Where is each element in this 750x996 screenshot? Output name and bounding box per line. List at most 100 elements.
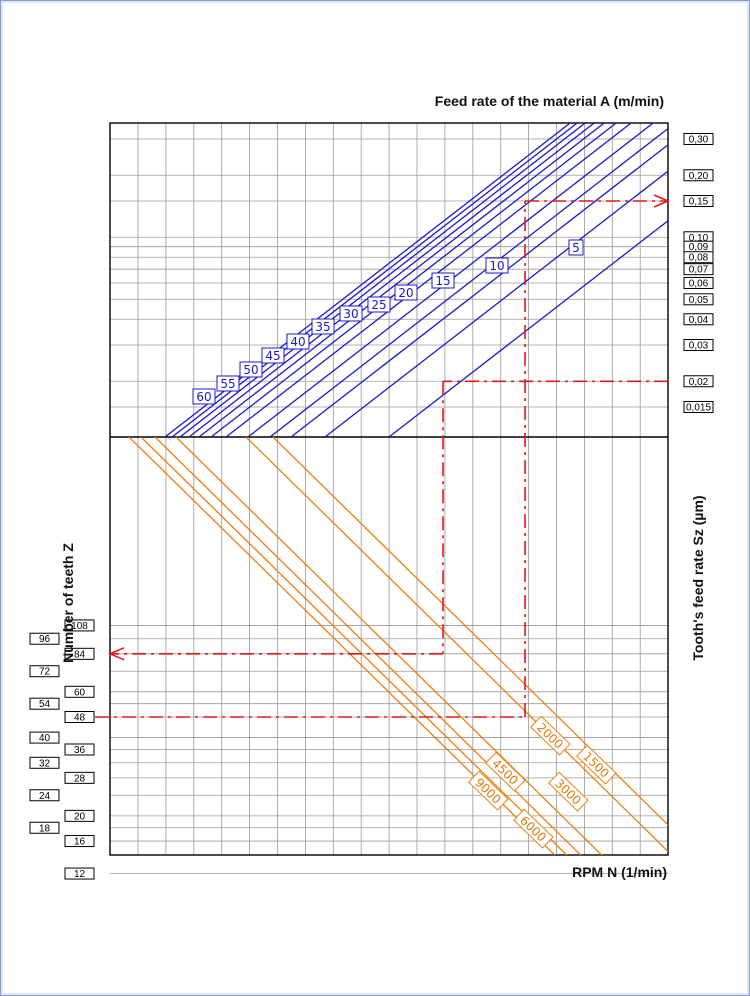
sz-tick-label: 0,15	[689, 197, 709, 208]
feed-rate-label-box-10	[485, 257, 509, 274]
rpm-label-box-3000	[548, 771, 589, 812]
z-tick-label: 72	[39, 667, 51, 678]
sz-tick-box	[683, 375, 714, 388]
sz-tick-label: 0,10	[689, 233, 709, 244]
rpm-label-box-2000	[530, 715, 571, 756]
feed-rate-label-box-40	[286, 333, 310, 350]
feed-rate-line-40	[198, 123, 606, 437]
z-tick-box	[64, 867, 95, 880]
z-tick-label: 36	[74, 745, 86, 756]
feed-rate-label-45: 45	[265, 349, 280, 363]
sz-tick-label: 0,30	[689, 134, 709, 145]
right-axis-title: Tooth's feed rate Sz (µm)	[690, 495, 706, 660]
feed-rate-label-box-45	[261, 347, 285, 364]
sz-tick-box	[683, 251, 714, 264]
feed-rate-label-15: 15	[435, 274, 450, 288]
left-axis-title: Number of teeth Z	[60, 543, 76, 663]
feed-rate-line-50	[179, 123, 587, 437]
z-tick-box	[64, 685, 95, 698]
z-tick-label: 54	[39, 699, 51, 710]
sz-tick-label: 0,09	[689, 242, 709, 253]
sz-tick-label: 0,02	[689, 377, 709, 388]
z-tick-label: 40	[39, 733, 51, 744]
z-tick-box	[64, 647, 95, 660]
rpm-label-box-1500	[576, 744, 617, 785]
feed-rate-label-box-30	[339, 305, 363, 322]
rpm-label-6000: 6000	[513, 808, 554, 849]
feed-rate-label-box-35	[311, 318, 335, 335]
feed-rate-label-35: 35	[315, 320, 330, 334]
feed-rate-label-box-5	[568, 239, 584, 256]
example2-arrow	[107, 647, 125, 661]
rpm-label-box-9000	[468, 770, 509, 811]
sz-tick-label: 0,07	[689, 265, 709, 276]
z-tick-box	[29, 697, 60, 710]
sz-tick-label: 0,05	[689, 295, 709, 306]
rpm-line-2000	[245, 437, 668, 853]
sz-tick-box	[683, 293, 714, 306]
feed-rate-label-30: 30	[343, 307, 358, 321]
z-tick-box	[64, 771, 95, 784]
z-tick-label: 28	[74, 773, 86, 784]
feed-rate-line-45	[188, 123, 596, 437]
rpm-line-1500	[272, 437, 668, 826]
z-tick-box	[29, 756, 60, 769]
z-tick-box	[29, 665, 60, 678]
z-tick-label: 60	[74, 687, 86, 698]
feed-rate-label-box-20	[394, 284, 418, 301]
sz-tick-label: 0,03	[689, 340, 709, 351]
feed-rate-line-35	[210, 123, 618, 437]
z-tick-box	[64, 619, 95, 632]
feed-rate-line-15	[290, 144, 668, 437]
z-tick-box	[29, 821, 60, 834]
z-tick-label: 48	[74, 713, 86, 724]
sz-tick-box	[683, 263, 714, 276]
plot-border	[109, 122, 669, 856]
z-tick-label: 20	[74, 811, 86, 822]
z-tick-box	[64, 711, 95, 723]
z-tick-label: 16	[74, 837, 86, 848]
sz-tick-label: 0,20	[689, 171, 709, 182]
rpm-label-box-6000	[513, 808, 554, 849]
sz-tick-box	[683, 195, 714, 207]
feed-rate-label-25: 25	[371, 298, 386, 312]
sz-tick-box	[683, 313, 714, 326]
feed-rate-label-box-50	[239, 361, 263, 378]
z-tick-label: 84	[74, 649, 86, 660]
z-tick-box	[29, 632, 60, 645]
feed-rate-label-60: 60	[196, 390, 211, 404]
z-tick-box	[29, 789, 60, 802]
example-paths	[95, 194, 671, 718]
feed-rate-label-5: 5	[572, 241, 580, 255]
feed-rate-label-55: 55	[220, 377, 235, 391]
feed-rate-label-box-55	[216, 375, 240, 392]
z-tick-label: 96	[39, 634, 51, 645]
top-axis-title: Feed rate of the material A (m/min)	[435, 93, 664, 109]
feed-rate-label-20: 20	[398, 286, 413, 300]
z-tick-box	[64, 809, 95, 822]
bottom-axis-title: RPM N (1/min)	[572, 864, 667, 880]
sz-tick-box	[683, 276, 714, 289]
feed-rate-label-40: 40	[290, 335, 305, 349]
z-tick-label: 108	[71, 621, 88, 632]
rpm-label-box-4500	[485, 751, 526, 792]
sz-tick-box	[683, 169, 714, 182]
z-tick-box	[64, 835, 95, 848]
feed-rate-label-box-60	[192, 388, 216, 405]
example1-arrow	[653, 194, 671, 208]
feed-rate-label-box-25	[367, 296, 391, 313]
feed-rate-label-box-15	[431, 272, 455, 289]
sz-tick-box	[683, 401, 714, 413]
feed-rate-line-10	[324, 170, 668, 437]
feed-rate-line-55	[171, 123, 579, 437]
sz-tick-box	[683, 338, 714, 351]
z-tick-label: 32	[39, 758, 51, 769]
z-tick-box	[64, 743, 95, 756]
z-tick-label: 24	[39, 791, 51, 802]
z-tick-label: 12	[74, 869, 86, 880]
sz-tick-label: 0,08	[689, 253, 709, 264]
feed-rate-label-50: 50	[243, 363, 258, 377]
feed-rate-label-10: 10	[489, 259, 504, 273]
feed-rate-lines	[164, 123, 668, 437]
